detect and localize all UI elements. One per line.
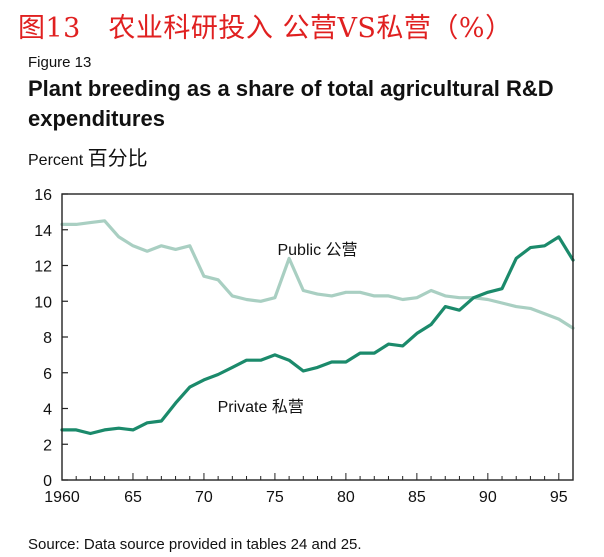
x-tick-label: 65	[124, 489, 142, 506]
x-tick-label: 85	[408, 489, 426, 506]
y-tick-label: 6	[43, 366, 52, 383]
y-tick-label: 0	[43, 473, 52, 490]
plot-frame	[61, 193, 574, 481]
chart-area: 0 2 4 6 8 10 12 14 16 1960 65 70 75 80 85 90 95 Public …	[0, 170, 604, 520]
chinese-title: 图13 农业科研投入 公营VS私营（%）	[18, 13, 513, 44]
y-tick-label: 8	[43, 330, 52, 347]
series-line-1	[60, 219, 575, 330]
y-tick-label: 16	[34, 187, 52, 204]
x-tick-label: 70	[195, 489, 213, 506]
line-chart: 0 2 4 6 8 10 12 14 16 1960 65 70 75 80 85 90 95 Public …	[34, 187, 575, 506]
source-note: Source: Data source provided in tables 2…	[28, 536, 362, 553]
chart-title: Plant breeding as a share of total agric…	[28, 76, 554, 131]
x-tick-label: 95	[550, 489, 568, 506]
y-tick-label: 12	[34, 259, 52, 276]
x-tick-label: 1960	[44, 489, 80, 506]
x-tick-label: 80	[337, 489, 355, 506]
figure-label: Figure 13	[28, 54, 92, 71]
series-label-1: Public 公营	[277, 241, 357, 259]
x-tick-label: 90	[479, 489, 497, 506]
unit-label: Percent 百分比	[28, 142, 148, 171]
y-tick-label: 4	[43, 402, 52, 419]
x-tick-label: 75	[266, 489, 284, 506]
unit-label-en: Percent	[28, 152, 84, 169]
y-tick-label: 14	[34, 223, 52, 240]
y-tick-label: 10	[34, 294, 52, 311]
series-line-2	[60, 235, 575, 436]
unit-label-cn: 百分比	[87, 146, 148, 170]
series-label-2: Private 私营	[218, 398, 304, 416]
y-tick-label: 2	[43, 437, 52, 454]
